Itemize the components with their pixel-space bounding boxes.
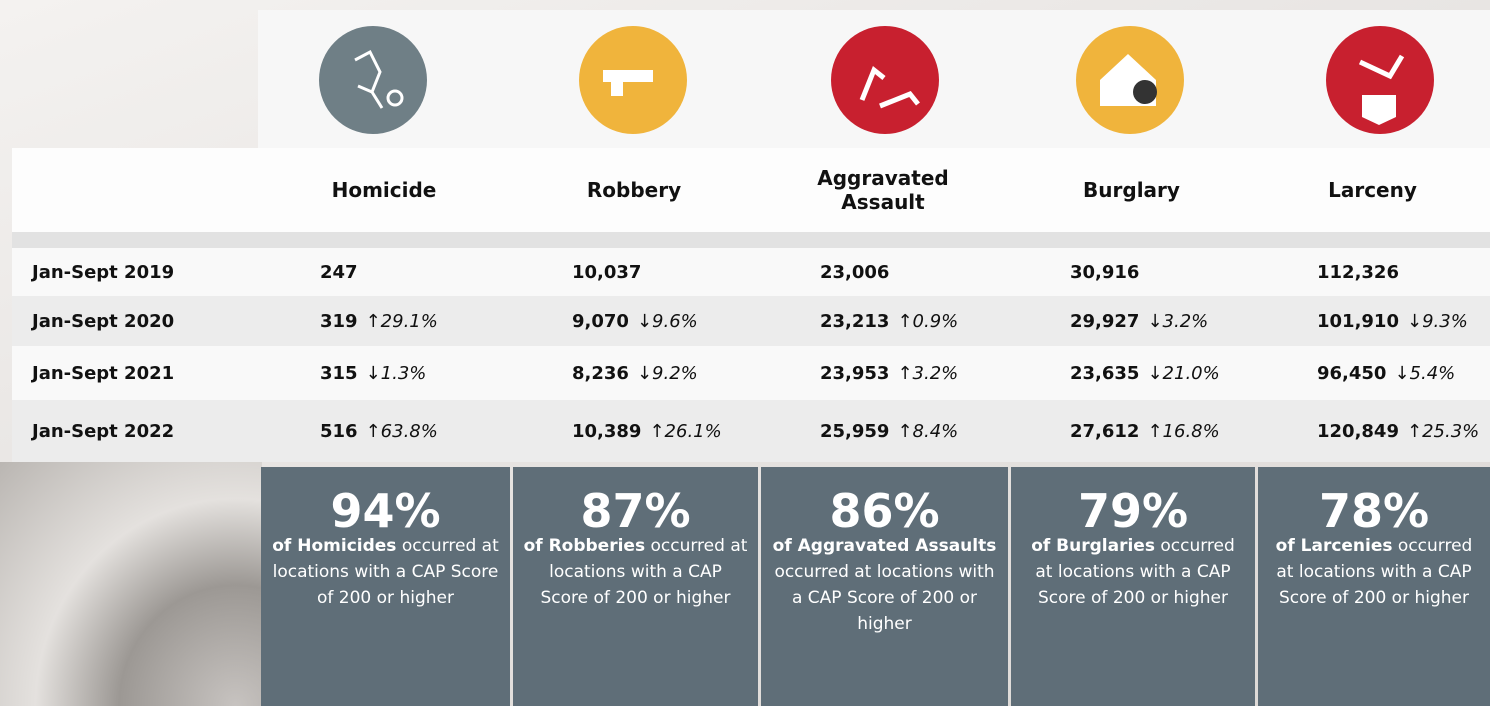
row-bg (12, 400, 1490, 462)
value: 23,006 (820, 262, 889, 283)
data-cell: 315 ↓1.3% (320, 346, 426, 400)
row-label: Jan-Sept 2022 (32, 400, 174, 462)
stat-bold: of Robberies (524, 536, 646, 556)
data-cell: 29,927 ↓3.2% (1070, 296, 1208, 346)
stat-bold: of Burglaries (1031, 536, 1155, 556)
value: 10,037 (572, 262, 641, 283)
data-cell: 319 ↑29.1% (320, 296, 438, 346)
change: ↑16.8% (1147, 421, 1219, 442)
row-bg (12, 296, 1490, 346)
value: 101,910 (1317, 311, 1399, 332)
value: 25,959 (820, 421, 889, 442)
change: ↑63.8% (366, 421, 438, 442)
value: 112,326 (1317, 262, 1399, 283)
value: 23,213 (820, 311, 889, 332)
stat-panel: 86%of Aggravated Assaults occurred at lo… (761, 467, 1008, 706)
data-cell: 23,953 ↑3.2% (820, 346, 958, 400)
stat-percent: 86% (771, 489, 998, 533)
stat-bold: of Aggravated Assaults (773, 536, 997, 556)
row-bg (12, 248, 1490, 296)
row-label: Jan-Sept 2021 (32, 346, 174, 400)
stat-panel: 79%of Burglaries occurred at locations w… (1011, 467, 1255, 706)
data-cell: 9,070 ↓9.6% (572, 296, 698, 346)
stat-panel: 94%of Homicides occurred at locations wi… (261, 467, 510, 706)
stat-percent: 87% (523, 489, 748, 533)
change: ↓1.3% (366, 363, 427, 384)
value: 120,849 (1317, 421, 1399, 442)
stat-bold: of Homicides (272, 536, 396, 556)
change: ↑3.2% (897, 363, 958, 384)
value: 10,389 (572, 421, 641, 442)
stat-text: of Burglaries occurred at locations with… (1021, 533, 1245, 611)
change: ↓3.2% (1147, 311, 1208, 332)
value: 29,927 (1070, 311, 1139, 332)
data-cell: 96,450 ↓5.4% (1317, 346, 1455, 400)
change: ↓9.6% (637, 311, 698, 332)
value: 516 (320, 421, 358, 442)
row-label: Jan-Sept 2019 (32, 248, 174, 296)
data-cell: 112,326 (1317, 248, 1399, 296)
data-cell: 516 ↑63.8% (320, 400, 438, 462)
data-cell: 8,236 ↓9.2% (572, 346, 698, 400)
data-cell: 101,910 ↓9.3% (1317, 296, 1468, 346)
change: ↓9.3% (1407, 311, 1468, 332)
stat-percent: 79% (1021, 489, 1245, 533)
value: 23,953 (820, 363, 889, 384)
column-header: Homicide (258, 148, 510, 232)
data-cell: 23,213 ↑0.9% (820, 296, 958, 346)
value: 9,070 (572, 311, 629, 332)
header-separator (12, 232, 1490, 248)
column-header: Burglary (1008, 148, 1255, 232)
row-label: Jan-Sept 2020 (32, 296, 174, 346)
page: HomicideRobberyAggravated AssaultBurglar… (0, 0, 1490, 706)
change: ↓21.0% (1147, 363, 1219, 384)
change: ↓9.2% (637, 363, 698, 384)
stat-percent: 78% (1268, 489, 1480, 533)
stat-percent: 94% (271, 489, 500, 533)
background-photo (0, 462, 262, 706)
stat-text: of Homicides occurred at locations with … (271, 533, 500, 611)
change: ↑25.3% (1407, 421, 1479, 442)
stat-text: of Aggravated Assaults occurred at locat… (771, 533, 998, 637)
change: ↑0.9% (897, 311, 958, 332)
data-cell: 247 (320, 248, 358, 296)
assault-icon (831, 26, 939, 134)
stat-bold: of Larcenies (1276, 536, 1393, 556)
column-header: Robbery (510, 148, 758, 232)
stat-text: of Larcenies occurred at locations with … (1268, 533, 1480, 611)
value: 27,612 (1070, 421, 1139, 442)
stat-body: occurred at locations with a CAP Score o… (774, 562, 994, 634)
change: ↑26.1% (649, 421, 721, 442)
value: 23,635 (1070, 363, 1139, 384)
column-header: Larceny (1255, 148, 1490, 232)
data-cell: 23,635 ↓21.0% (1070, 346, 1220, 400)
stat-panel: 78%of Larcenies occurred at locations wi… (1258, 467, 1490, 706)
data-cell: 23,006 (820, 248, 889, 296)
value: 247 (320, 262, 358, 283)
column-header: Aggravated Assault (758, 148, 1008, 232)
burglar (1133, 80, 1157, 104)
value: 96,450 (1317, 363, 1386, 384)
stat-text: of Robberies occurred at locations with … (523, 533, 748, 611)
data-cell: 27,612 ↑16.8% (1070, 400, 1220, 462)
change: ↓5.4% (1394, 363, 1455, 384)
stat-panel: 87%of Robberies occurred at locations wi… (513, 467, 758, 706)
data-cell: 25,959 ↑8.4% (820, 400, 958, 462)
row-bg (12, 346, 1490, 400)
homicide-icon (319, 26, 427, 134)
data-cell: 120,849 ↑25.3% (1317, 400, 1479, 462)
value: 8,236 (572, 363, 629, 384)
value: 30,916 (1070, 262, 1139, 283)
data-cell: 10,037 (572, 248, 641, 296)
value: 319 (320, 311, 358, 332)
change: ↑29.1% (366, 311, 438, 332)
data-cell: 10,389 ↑26.1% (572, 400, 722, 462)
value: 315 (320, 363, 358, 384)
change: ↑8.4% (897, 421, 958, 442)
data-cell: 30,916 (1070, 248, 1139, 296)
icons (0, 0, 1490, 150)
